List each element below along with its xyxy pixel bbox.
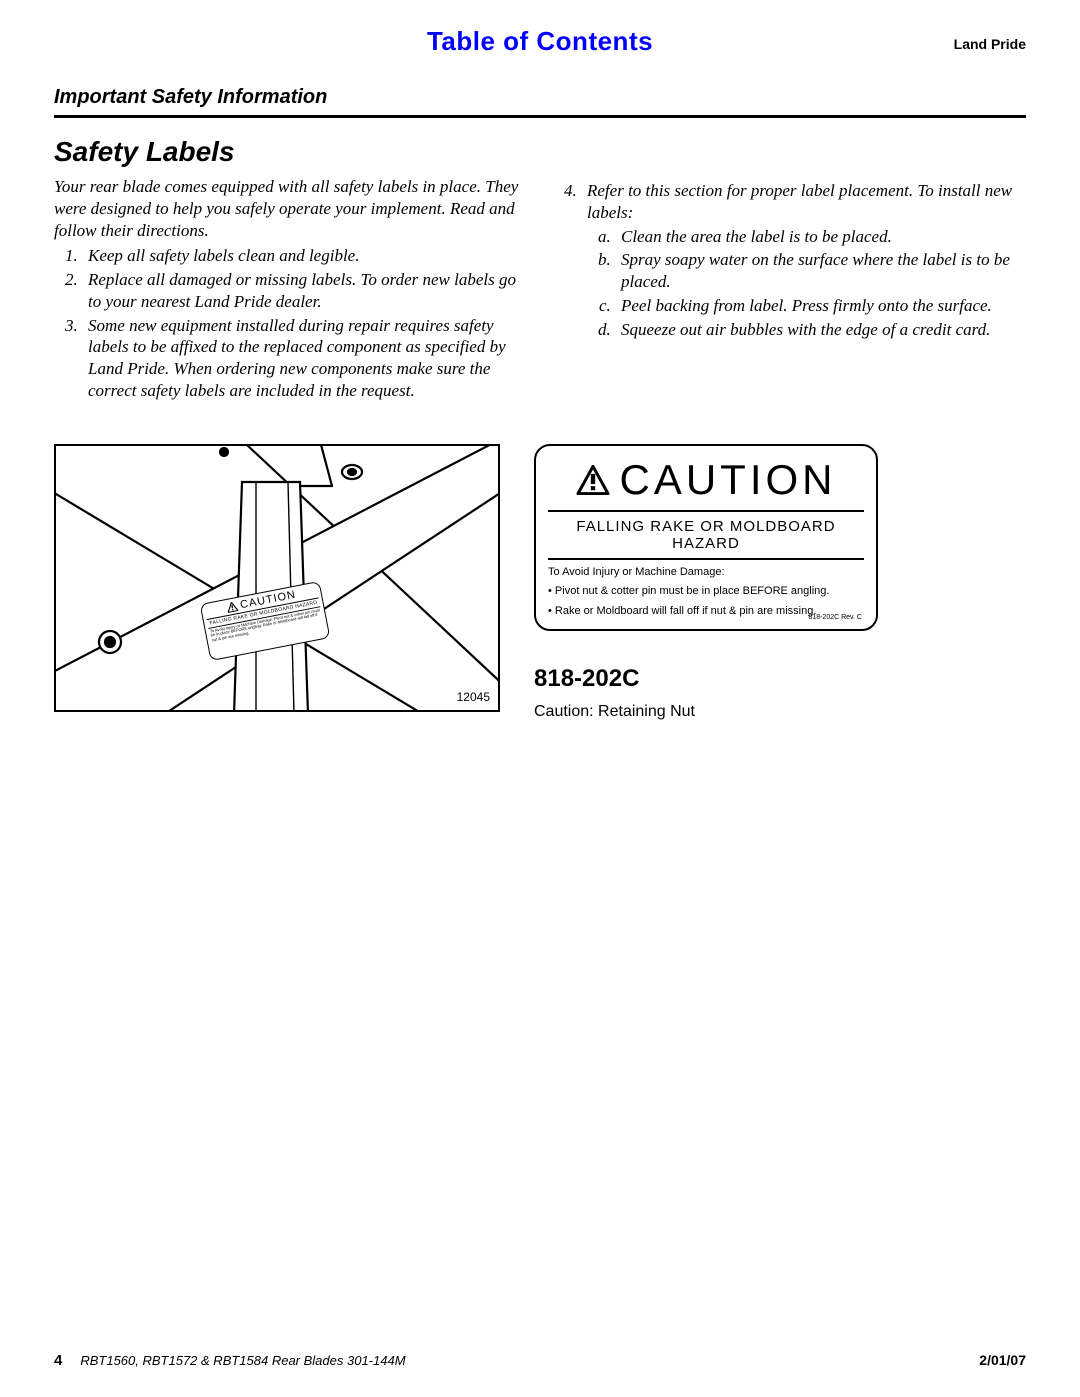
warning-triangle-icon [226, 601, 239, 613]
list-item: Refer to this section for proper label p… [581, 180, 1026, 340]
footer-date: 2/01/07 [979, 1352, 1026, 1368]
label-detail-column: CAUTION FALLING RAKE OR MOLDBOARD HAZARD… [534, 444, 1026, 722]
label-partrev: 818-202C Rev. C [808, 614, 862, 621]
figure-row: CAUTION FALLING RAKE OR MOLDBOARD HAZARD… [54, 444, 1026, 722]
card-divider [548, 510, 864, 512]
card-divider [548, 558, 864, 560]
right-numbered-list: Refer to this section for proper label p… [553, 180, 1026, 340]
page-footer: 4 RBT1560, RBT1572 & RBT1584 Rear Blades… [54, 1352, 1026, 1369]
page-header: Table of Contents Land Pride [54, 22, 1026, 80]
safety-labels-heading: Safety Labels [54, 136, 1026, 168]
part-number: 818-202C [534, 665, 1026, 693]
divider [54, 115, 1026, 118]
avoid-line: To Avoid Injury or Machine Damage: [548, 566, 864, 578]
warning-triangle-icon [576, 465, 610, 495]
section-title: Important Safety Information [54, 86, 1026, 109]
caution-header-row: CAUTION [548, 456, 864, 504]
right-column: Refer to this section for proper label p… [553, 176, 1026, 402]
list-item: Keep all safety labels clean and legible… [82, 245, 527, 267]
left-numbered-list: Keep all safety labels clean and legible… [54, 245, 527, 401]
list-item: Clean the area the label is to be placed… [615, 226, 1026, 248]
list-item-lead: Refer to this section for proper label p… [587, 181, 1012, 222]
intro-paragraph: Your rear blade comes equipped with all … [54, 176, 527, 241]
list-item: Spray soapy water on the surface where t… [615, 249, 1026, 293]
page: Table of Contents Land Pride Important S… [0, 0, 1080, 1397]
list-item: Replace all damaged or missing labels. T… [82, 269, 527, 313]
brand-name: Land Pride [954, 36, 1026, 52]
caution-label-card: CAUTION FALLING RAKE OR MOLDBOARD HAZARD… [534, 444, 878, 632]
hazard-title: FALLING RAKE OR MOLDBOARD HAZARD [548, 518, 864, 552]
label-bullet: Pivot nut & cotter pin must be in place … [548, 584, 864, 599]
alpha-sublist: Clean the area the label is to be placed… [587, 226, 1026, 341]
caution-word: CAUTION [620, 456, 837, 504]
list-item: Squeeze out air bubbles with the edge of… [615, 319, 1026, 341]
list-item: Some new equipment installed during repa… [82, 315, 527, 402]
left-column: Your rear blade comes equipped with all … [54, 176, 527, 402]
image-number: 12045 [457, 690, 490, 704]
page-number: 4 [54, 1352, 62, 1369]
placement-diagram: CAUTION FALLING RAKE OR MOLDBOARD HAZARD… [54, 444, 500, 712]
toc-link[interactable]: Table of Contents [54, 22, 1026, 57]
diagram-svg [56, 446, 500, 712]
list-item: Peel backing from label. Press firmly on… [615, 295, 1026, 317]
two-column-text: Your rear blade comes equipped with all … [54, 176, 1026, 402]
part-description: Caution: Retaining Nut [534, 703, 1026, 721]
document-title: RBT1560, RBT1572 & RBT1584 Rear Blades 3… [80, 1353, 979, 1368]
